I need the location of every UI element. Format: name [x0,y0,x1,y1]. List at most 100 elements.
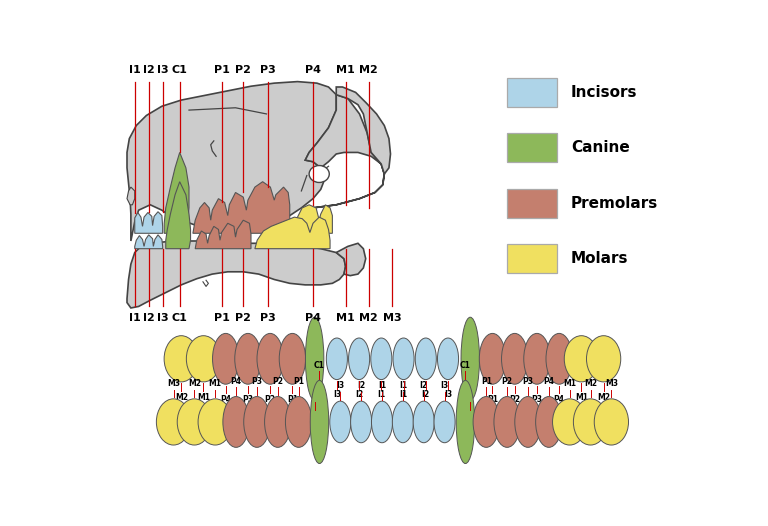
Text: P2: P2 [265,395,276,404]
Ellipse shape [535,397,562,447]
Ellipse shape [177,399,211,445]
Bar [507,133,557,163]
Ellipse shape [552,399,587,445]
Text: I2: I2 [355,390,363,399]
Text: I2: I2 [422,390,430,399]
Ellipse shape [524,333,550,384]
Ellipse shape [434,401,455,443]
Ellipse shape [392,401,413,443]
Ellipse shape [164,336,198,382]
PathPatch shape [336,87,390,174]
Ellipse shape [502,333,528,384]
Ellipse shape [310,380,329,463]
Ellipse shape [198,399,233,445]
Text: C1: C1 [314,361,325,370]
Ellipse shape [564,336,598,382]
Ellipse shape [213,333,239,384]
Ellipse shape [326,338,347,380]
Text: M2: M2 [188,379,201,388]
Ellipse shape [329,401,351,443]
PathPatch shape [134,212,163,234]
Text: I2: I2 [143,65,154,75]
Text: M2: M2 [359,65,378,75]
Text: P2: P2 [509,395,520,404]
Text: Premolars: Premolars [571,196,658,211]
Text: C1: C1 [465,411,475,420]
Text: P2: P2 [235,65,251,75]
Text: I1: I1 [378,381,386,390]
Text: M3: M3 [167,379,180,388]
Text: M3: M3 [382,312,402,322]
Text: I1: I1 [129,65,141,75]
Text: P1: P1 [214,65,230,75]
Ellipse shape [157,399,190,445]
Text: Canine: Canine [571,140,630,155]
Text: I1: I1 [129,312,141,322]
Ellipse shape [235,333,261,384]
Text: M1: M1 [336,312,355,322]
Ellipse shape [494,397,520,447]
Text: P3: P3 [260,312,276,322]
Text: M3: M3 [605,379,618,388]
Text: M1: M1 [563,379,576,388]
Text: I1: I1 [377,390,386,399]
Text: M1: M1 [209,379,222,388]
Text: M1: M1 [336,65,355,75]
Text: I2: I2 [357,381,366,390]
Text: I3: I3 [444,390,452,399]
PathPatch shape [127,82,336,241]
Text: P1: P1 [487,395,498,404]
PathPatch shape [166,181,190,249]
Ellipse shape [393,338,414,380]
Text: P3: P3 [243,395,253,404]
Ellipse shape [587,336,621,382]
Ellipse shape [456,380,475,463]
Ellipse shape [479,333,505,384]
Text: P3: P3 [522,377,534,386]
Text: P1: P1 [287,395,298,404]
Ellipse shape [515,397,541,447]
Text: P4: P4 [230,377,242,386]
PathPatch shape [164,153,189,234]
Ellipse shape [473,397,499,447]
Ellipse shape [306,317,324,400]
Text: M2: M2 [598,393,610,402]
Text: I1: I1 [399,390,408,399]
Text: C1: C1 [310,411,320,420]
Text: P4: P4 [543,377,554,386]
Text: P2: P2 [235,312,251,322]
PathPatch shape [293,205,333,234]
Text: P4: P4 [305,65,321,75]
PathPatch shape [127,241,346,308]
Ellipse shape [438,338,458,380]
Text: Incisors: Incisors [571,85,637,100]
Ellipse shape [349,338,369,380]
Ellipse shape [223,397,250,447]
Text: I3: I3 [333,390,341,399]
Ellipse shape [371,338,392,380]
Text: I3: I3 [157,65,168,75]
Text: Molars: Molars [571,251,628,266]
PathPatch shape [193,181,290,234]
Text: C1: C1 [460,361,471,370]
Ellipse shape [243,397,270,447]
PathPatch shape [336,244,366,276]
Ellipse shape [415,338,436,380]
Ellipse shape [187,336,220,382]
Text: M1: M1 [197,393,210,402]
Ellipse shape [546,333,572,384]
PathPatch shape [195,220,251,249]
Text: P1: P1 [293,377,304,386]
Ellipse shape [594,399,628,445]
Ellipse shape [286,397,312,447]
Text: P2: P2 [502,377,512,386]
Text: P1: P1 [481,377,492,386]
Text: P4: P4 [554,395,564,404]
Ellipse shape [574,399,607,445]
Ellipse shape [461,317,479,400]
Ellipse shape [413,401,434,443]
Text: I3: I3 [441,381,449,390]
Text: M2: M2 [175,393,187,402]
Ellipse shape [351,401,372,443]
PathPatch shape [301,95,384,208]
